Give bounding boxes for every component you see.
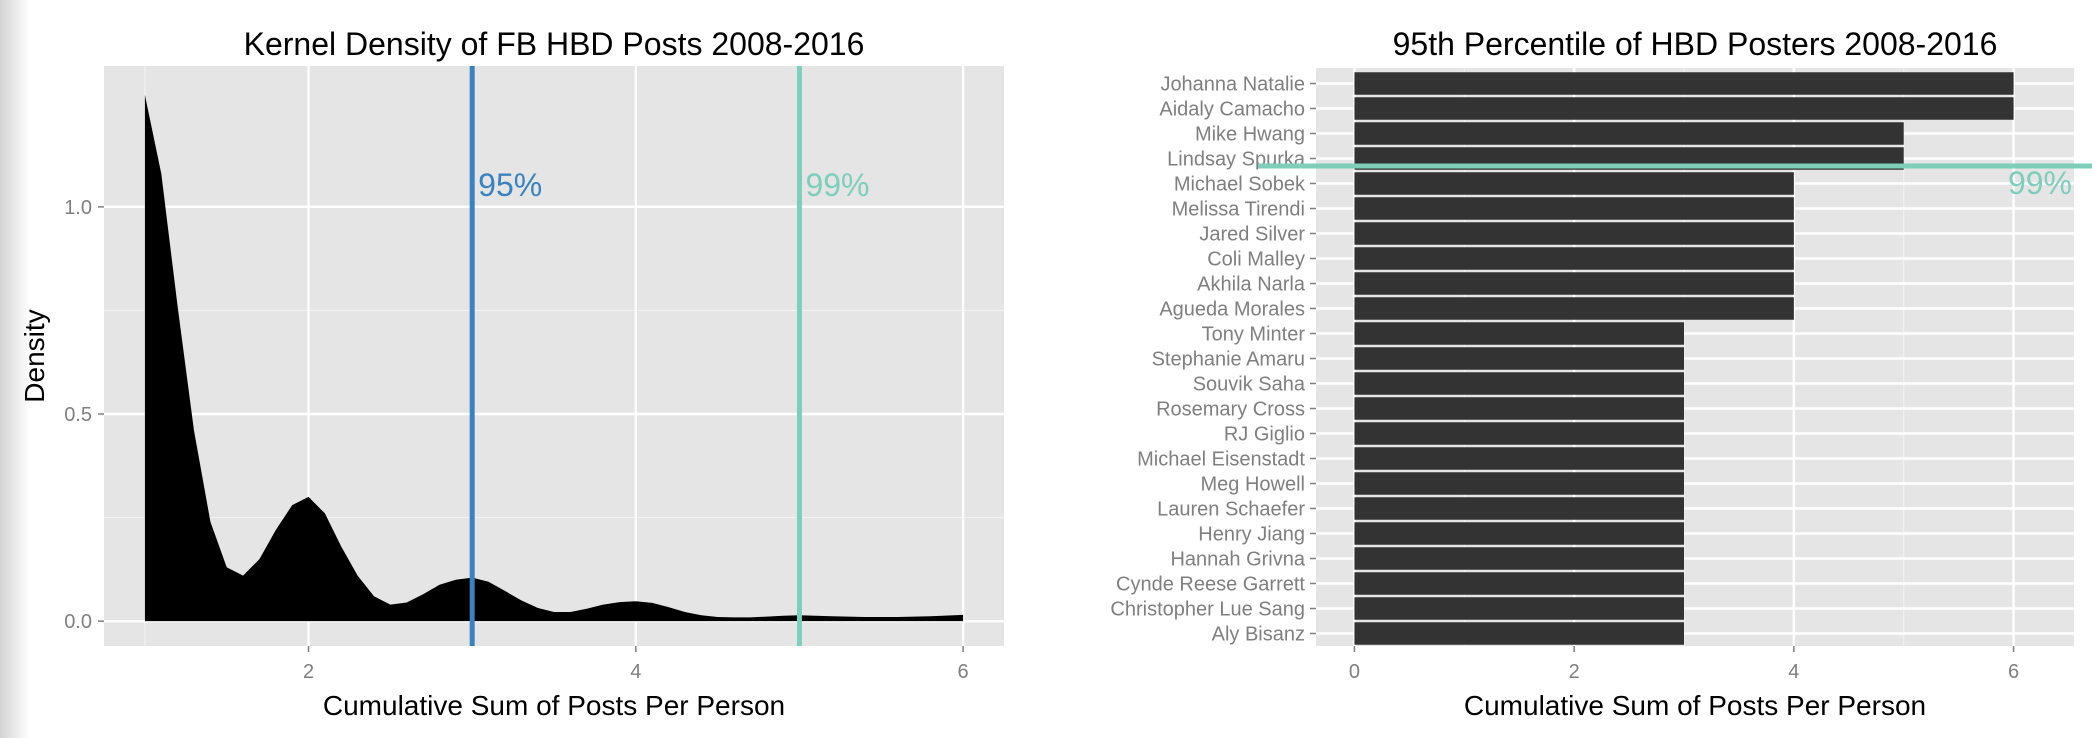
density-y-tick-label: 0.0 <box>64 611 92 633</box>
bar-lauren-schaefer <box>1354 497 1685 520</box>
category-label: Stephanie Amaru <box>1152 349 1305 371</box>
bar-melissa-tirendi <box>1354 197 1794 220</box>
bar-stephanie-amaru <box>1354 347 1685 370</box>
bar-chart-title: 95th Percentile of HBD Posters 2008-2016 <box>1393 26 1998 62</box>
category-label: Akhila Narla <box>1197 274 1306 296</box>
bar-coli-malley <box>1354 247 1794 270</box>
bar-akhila-narla <box>1354 272 1794 295</box>
bar-aidaly-camacho <box>1354 97 2014 120</box>
category-label: Meg Howell <box>1201 474 1305 496</box>
category-label: Tony Minter <box>1202 324 1306 346</box>
bar-aly-bisanz <box>1354 622 1685 645</box>
bar-x-tick-label: 2 <box>1569 661 1580 683</box>
bar-henry-jiang <box>1354 522 1685 545</box>
category-label: Jared Silver <box>1199 224 1305 246</box>
category-label: Cynde Reese Garrett <box>1116 574 1305 596</box>
bar-rosemary-cross <box>1354 397 1685 420</box>
density-x-axis-label: Cumulative Sum of Posts Per Person <box>323 690 785 721</box>
percentile-label-99-horizontal: 99% <box>2008 165 2072 201</box>
bar-x-axis-label: Cumulative Sum of Posts Per Person <box>1464 690 1926 721</box>
bar-christopher-lue-sang <box>1354 597 1685 620</box>
percentile-label-99: 99% <box>805 167 869 203</box>
page-edge-shadow <box>0 0 30 738</box>
category-label: Lauren Schaefer <box>1157 499 1305 521</box>
density-x-tick-label: 6 <box>958 661 969 683</box>
category-label: Aidaly Camacho <box>1159 99 1305 121</box>
category-label: Souvik Saha <box>1193 374 1306 396</box>
density-y-tick-label: 1.0 <box>64 197 92 219</box>
bar-x-tick-label: 4 <box>1788 661 1799 683</box>
category-label: Mike Hwang <box>1195 124 1305 146</box>
category-label: Coli Malley <box>1207 249 1305 271</box>
density-x-tick-label: 2 <box>303 661 314 683</box>
bar-cynde-reese-garrett <box>1354 572 1685 595</box>
category-label: Christopher Lue Sang <box>1110 599 1305 621</box>
density-y-tick-label: 0.5 <box>64 404 92 426</box>
bar-x-tick-label: 0 <box>1349 661 1360 683</box>
density-x-tick-label: 4 <box>630 661 641 683</box>
category-label: Melissa Tirendi <box>1172 199 1305 221</box>
bar-meg-howell <box>1354 472 1685 495</box>
bar-rj-giglio <box>1354 422 1685 445</box>
bar-jared-silver <box>1354 222 1794 245</box>
category-label: Rosemary Cross <box>1156 399 1305 421</box>
category-label: Hannah Grivna <box>1170 549 1305 571</box>
bar-agueda-morales <box>1354 297 1794 320</box>
density-plot-panel <box>104 66 1004 646</box>
category-label: Agueda Morales <box>1159 299 1305 321</box>
density-y-axis-label: Density <box>19 309 50 402</box>
category-label: RJ Giglio <box>1224 424 1305 446</box>
bar-michael-eisenstadt <box>1354 447 1685 470</box>
category-label: Aly Bisanz <box>1212 624 1305 646</box>
bar-x-tick-label: 6 <box>2008 661 2019 683</box>
percentile-label-95: 95% <box>478 167 542 203</box>
bar-johanna-natalie <box>1354 72 2014 95</box>
bar-tony-minter <box>1354 322 1685 345</box>
category-label: Michael Eisenstadt <box>1137 449 1305 471</box>
category-label: Michael Sobek <box>1174 174 1306 196</box>
density-chart-title: Kernel Density of FB HBD Posts 2008-2016 <box>244 26 865 62</box>
category-label: Henry Jiang <box>1198 524 1305 546</box>
bar-michael-sobek <box>1354 172 1794 195</box>
bar-souvik-saha <box>1354 372 1685 395</box>
density-area <box>144 95 964 622</box>
category-label: Johanna Natalie <box>1160 74 1305 96</box>
bar-hannah-grivna <box>1354 547 1685 570</box>
bar-mike-hwang <box>1354 122 1904 145</box>
